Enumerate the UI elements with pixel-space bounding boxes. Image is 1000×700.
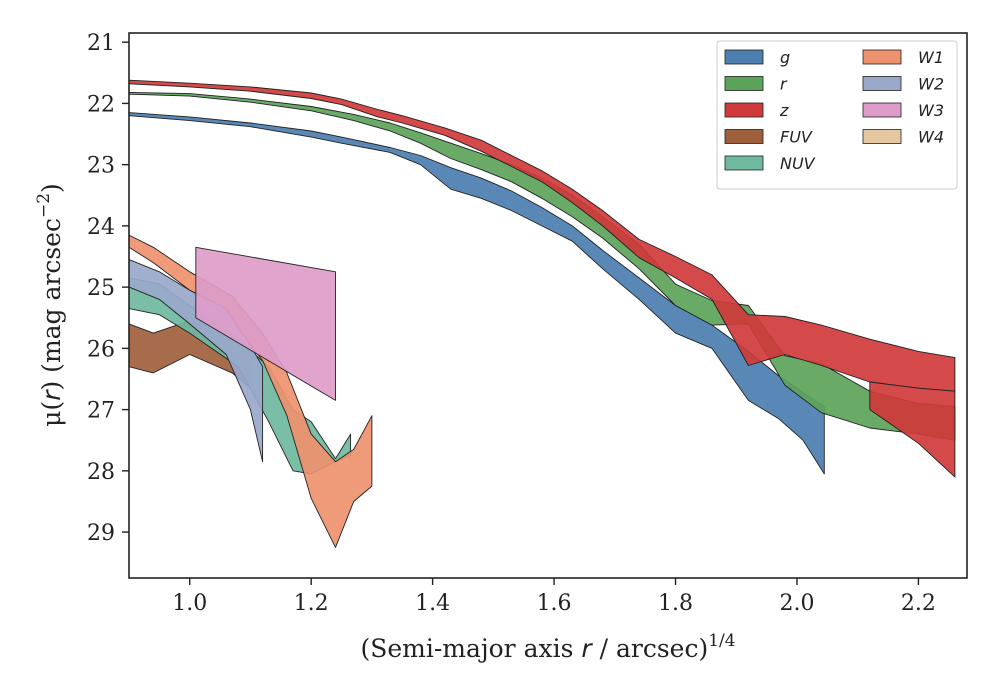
x-tick-label: 1.4 [415,591,450,616]
legend-label-fuv: FUV [780,128,813,147]
legend-label-w1: W1 [918,48,944,67]
legend-swatch-w2 [862,76,902,91]
y-tick-label: 25 [87,276,115,301]
legend-swatch-w3 [862,102,902,118]
legend-label-nuv: NUV [780,154,816,173]
legend-swatch-z [724,102,764,118]
legend-swatch-r [724,76,764,91]
band-g [128,112,825,475]
series-bands [128,79,956,548]
legend-swatch-w4 [862,129,902,144]
legend-label-w3: W3 [918,101,944,120]
legend-swatch-w1 [862,49,902,65]
legend: grz FUV NUV W1 W2 W3 W4 [716,40,958,190]
y-tick-label: 22 [87,92,115,117]
y-tick-label: 28 [87,460,115,485]
plot-frame [128,32,968,579]
x-tick-label: 1.6 [537,591,572,616]
x-axis-label: (Semi-major axis r / arcsec)1/4 [360,631,735,663]
x-tick-label: 1.2 [294,591,329,616]
legend-label-w2: W2 [918,75,944,94]
y-axis-label: μ(r) (mag arcsec−2) [34,183,66,427]
legend-label-r: r [780,75,788,94]
band-z-tail [869,381,956,479]
x-tick-label: 2.2 [901,591,936,616]
legend-swatch-fuv [724,129,764,144]
legend-swatch-g [724,49,764,65]
x-tick-label: 1.8 [658,591,693,616]
x-tick-label: 2.0 [779,591,814,616]
legend-swatch-nuv [724,155,764,171]
legend-label-z: z [779,101,789,120]
y-tick-label: 29 [87,521,115,546]
y-tick-label: 24 [87,215,115,240]
y-tick-label: 21 [87,31,115,56]
y-tick-label: 23 [87,154,115,179]
y-tick-label: 27 [87,399,115,424]
legend-label-w4: W4 [918,128,944,147]
y-axis-ticks: 21 22 23 24 25 26 27 28 29 [87,31,129,546]
x-axis-ticks: 1.0 1.2 1.4 1.6 1.8 2.0 2.2 [172,578,936,616]
band-w3 [195,246,336,401]
x-tick-label: 1.0 [172,591,207,616]
legend-label-g: g [780,48,790,67]
y-tick-label: 26 [87,337,115,362]
